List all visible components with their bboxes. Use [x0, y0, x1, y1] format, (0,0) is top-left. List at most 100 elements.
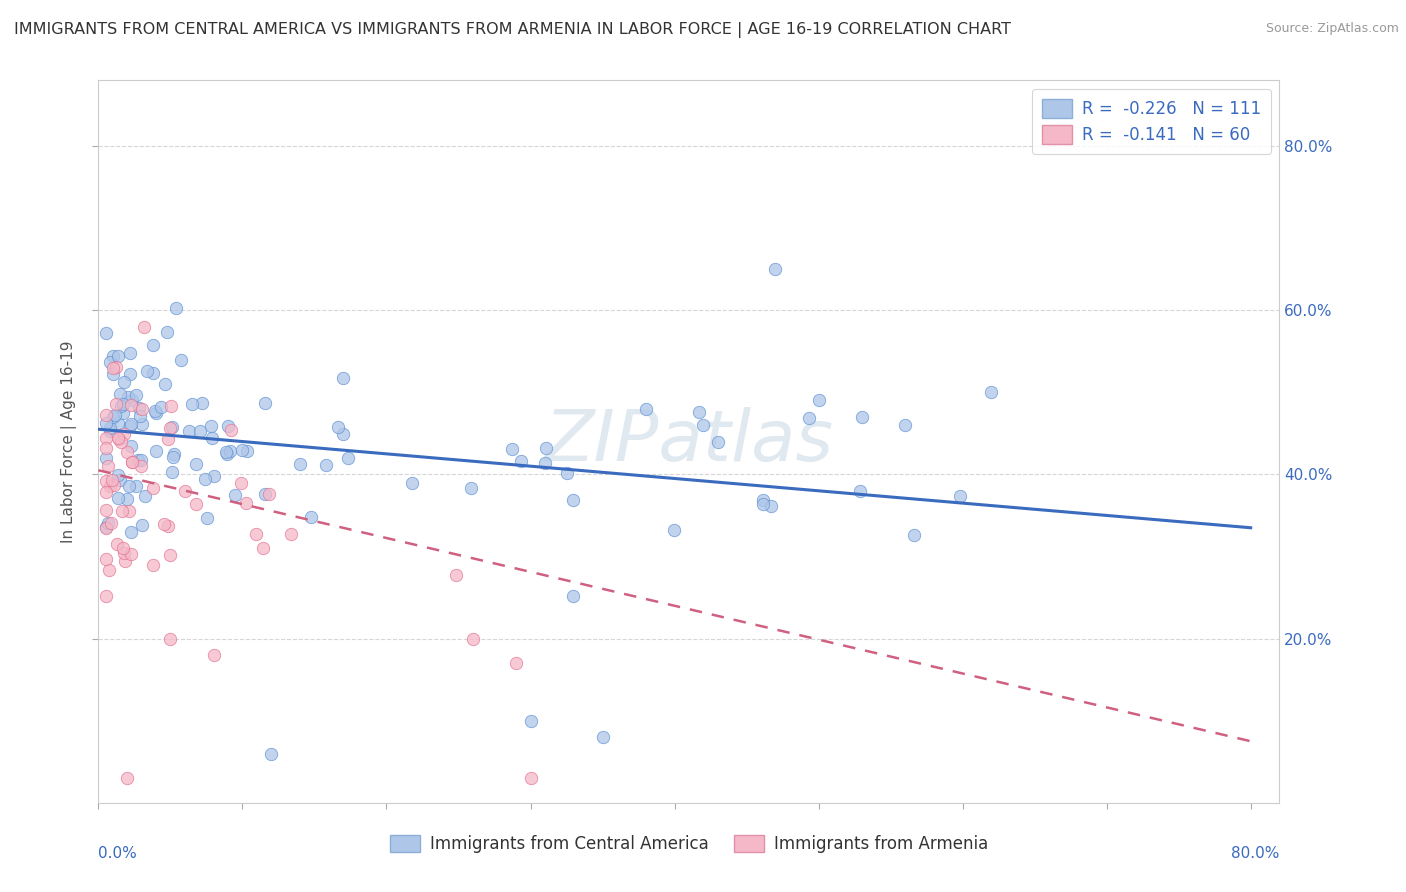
- Point: [108, 387, 131, 401]
- Point: [634, 401, 657, 416]
- Point: [159, 549, 181, 563]
- Point: [94, 474, 117, 488]
- Y-axis label: In Labor Force | Age 16-19: In Labor Force | Age 16-19: [60, 340, 77, 543]
- Point: [98, 355, 121, 369]
- Point: [706, 434, 728, 449]
- Point: [160, 419, 183, 434]
- Point: [253, 486, 276, 500]
- Point: [752, 497, 775, 511]
- Point: [94, 431, 117, 445]
- Point: [107, 349, 129, 363]
- Point: [97, 563, 120, 577]
- Point: [662, 523, 685, 537]
- Point: [894, 418, 917, 433]
- Point: [103, 367, 125, 381]
- Point: [107, 468, 129, 483]
- Point: [903, 528, 925, 542]
- Point: [519, 714, 541, 728]
- Point: [94, 416, 117, 430]
- Point: [120, 417, 142, 431]
- Point: [125, 479, 148, 493]
- Point: [101, 360, 124, 375]
- Point: [94, 520, 117, 534]
- Point: [94, 450, 117, 465]
- Point: [288, 457, 311, 471]
- Point: [202, 648, 225, 662]
- Point: [159, 420, 181, 434]
- Point: [120, 345, 142, 359]
- Point: [135, 364, 157, 378]
- Point: [231, 442, 253, 457]
- Point: [215, 445, 238, 459]
- Point: [129, 453, 152, 467]
- Point: [224, 488, 246, 502]
- Point: [217, 419, 239, 434]
- Point: [103, 478, 125, 492]
- Point: [98, 478, 121, 492]
- Point: [162, 465, 184, 479]
- Point: [235, 444, 257, 458]
- Point: [127, 452, 149, 467]
- Point: [112, 541, 135, 555]
- Point: [120, 419, 142, 434]
- Point: [851, 409, 873, 424]
- Point: [145, 406, 167, 420]
- Point: [98, 421, 121, 435]
- Point: [245, 526, 267, 541]
- Point: [111, 406, 134, 420]
- Point: [121, 455, 143, 469]
- Point: [94, 552, 117, 566]
- Point: [229, 475, 252, 490]
- Text: Source: ZipAtlas.com: Source: ZipAtlas.com: [1265, 22, 1399, 36]
- Point: [217, 446, 239, 460]
- Point: [134, 489, 156, 503]
- Point: [104, 397, 127, 411]
- Point: [159, 632, 181, 646]
- Point: [692, 418, 714, 433]
- Point: [131, 401, 153, 416]
- Point: [153, 377, 176, 392]
- Point: [315, 458, 337, 473]
- Text: 80.0%: 80.0%: [1232, 847, 1279, 861]
- Point: [156, 432, 179, 446]
- Point: [110, 400, 132, 414]
- Point: [332, 370, 354, 384]
- Point: [160, 400, 183, 414]
- Text: 0.0%: 0.0%: [98, 847, 138, 861]
- Point: [188, 424, 211, 438]
- Point: [184, 497, 207, 511]
- Point: [191, 396, 214, 410]
- Point: [97, 458, 120, 473]
- Point: [96, 441, 118, 455]
- Point: [121, 455, 143, 469]
- Point: [107, 432, 129, 446]
- Point: [112, 545, 135, 559]
- Point: [763, 262, 786, 277]
- Point: [94, 485, 117, 500]
- Point: [299, 510, 322, 524]
- Point: [120, 367, 142, 381]
- Point: [142, 338, 165, 352]
- Point: [186, 457, 208, 471]
- Point: [562, 589, 585, 603]
- Point: [94, 589, 117, 603]
- Point: [179, 424, 201, 438]
- Point: [129, 458, 152, 473]
- Point: [115, 445, 138, 459]
- Point: [505, 657, 527, 671]
- Point: [501, 442, 523, 457]
- Point: [797, 411, 820, 425]
- Point: [519, 771, 541, 785]
- Point: [120, 524, 142, 539]
- Point: [460, 481, 482, 495]
- Point: [461, 632, 484, 646]
- Point: [328, 420, 350, 434]
- Point: [555, 466, 578, 480]
- Point: [142, 366, 165, 380]
- Point: [181, 397, 204, 411]
- Point: [280, 526, 302, 541]
- Point: [105, 360, 128, 375]
- Point: [201, 431, 224, 445]
- Point: [132, 319, 155, 334]
- Point: [118, 479, 141, 493]
